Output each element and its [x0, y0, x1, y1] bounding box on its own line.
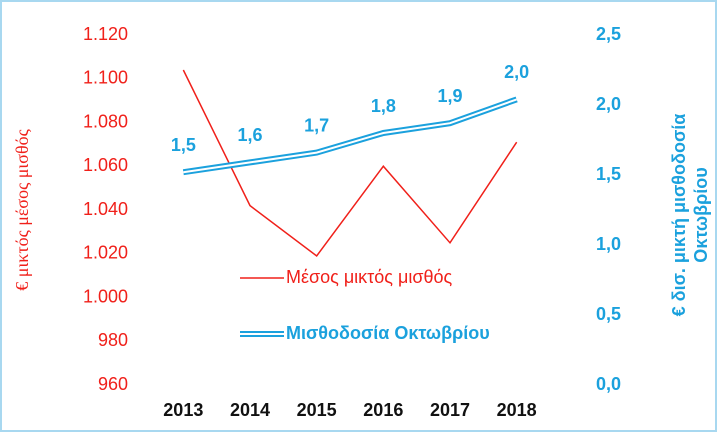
- x-tick-label: 2013: [163, 400, 203, 420]
- y2-tick-label: 1,0: [596, 234, 621, 254]
- x-tick-label: 2015: [297, 400, 337, 420]
- data-label: 1,8: [371, 96, 396, 116]
- series-line: [182, 69, 518, 257]
- y-tick-label: 960: [98, 374, 128, 394]
- y-tick-label: 1.040: [83, 199, 128, 219]
- y2-tick-label: 2,5: [596, 24, 621, 44]
- y2-tick-label: 0,0: [596, 374, 621, 394]
- y-tick-label: 1.000: [83, 286, 128, 306]
- y-tick-label: 1.100: [83, 68, 128, 88]
- legend-label: Μισθοδοσία Οκτωβρίου: [286, 323, 490, 343]
- data-label: 1,5: [171, 135, 196, 155]
- y2-axis-title: € δισ. μικτή μισθοδοσία: [669, 114, 689, 317]
- x-tick-label: 2016: [363, 400, 403, 420]
- data-label: 1,7: [304, 115, 329, 135]
- x-tick-label: 2018: [497, 400, 537, 420]
- y-axis-title: € μικτός μέσος μισθός: [12, 129, 32, 290]
- series-line-inner: [183, 98, 518, 174]
- data-label: 1,6: [237, 125, 262, 145]
- y-tick-label: 1.120: [83, 24, 128, 44]
- x-tick-label: 2017: [430, 400, 470, 420]
- y2-tick-label: 0,5: [596, 304, 621, 324]
- y-tick-label: 1.060: [83, 155, 128, 175]
- data-label: 2,0: [504, 62, 529, 82]
- y-tick-label: 1.080: [83, 111, 128, 131]
- y2-axis-title: Οκτωβρίου: [691, 167, 711, 262]
- legend-label: Μέσος μικτός μισθός: [286, 267, 452, 287]
- x-tick-label: 2014: [230, 400, 270, 420]
- y2-tick-label: 1,5: [596, 164, 621, 184]
- y-tick-label: 980: [98, 330, 128, 350]
- data-label: 1,9: [437, 86, 462, 106]
- y-tick-label: 1.020: [83, 243, 128, 263]
- y2-tick-label: 2,0: [596, 94, 621, 114]
